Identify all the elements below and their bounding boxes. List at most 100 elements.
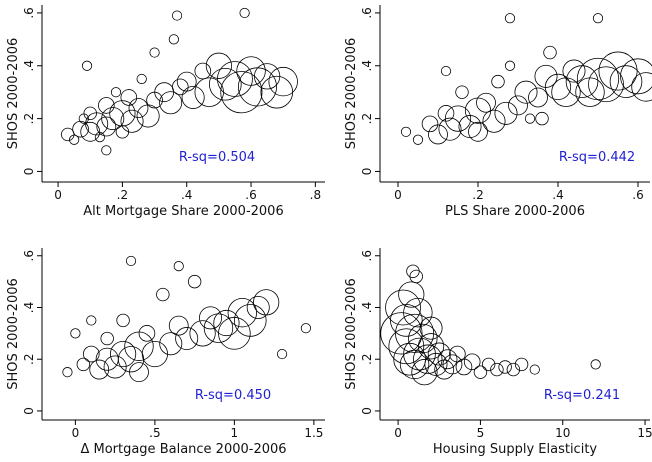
y-axis-label: SHOS 2000-2006 [344, 278, 359, 390]
data-point [168, 34, 179, 45]
x-axis-label: Housing Supply Elasticity [433, 442, 598, 457]
x-tick-label: 10 [555, 426, 570, 440]
x-tick-label: .6 [632, 188, 643, 202]
y-tick-label: 0 [360, 168, 374, 176]
data-point [80, 121, 101, 142]
data-point [592, 13, 604, 24]
data-point [100, 331, 114, 346]
data-point [81, 60, 93, 71]
data-point [199, 306, 223, 330]
data-point [393, 342, 426, 376]
data-point [82, 345, 100, 363]
y-tick-label: .2 [360, 113, 374, 124]
data-point [395, 313, 435, 353]
data-point [141, 340, 168, 368]
data-point [528, 87, 548, 108]
data-point [237, 67, 277, 107]
x-axis-label: Alt Mortgage Share 2000-2006 [83, 204, 283, 219]
x-tick-label: .8 [310, 188, 321, 202]
x-axis-label: Δ Mortgage Balance 2000-2006 [80, 442, 286, 457]
data-point [209, 67, 242, 101]
data-point [590, 359, 601, 370]
data-point [189, 320, 216, 347]
data-point [437, 349, 458, 370]
data-point [194, 62, 212, 80]
data-point [101, 145, 112, 156]
data-point [171, 10, 183, 21]
data-point [504, 60, 516, 71]
data-point [464, 97, 492, 124]
data-point [159, 91, 183, 115]
x-tick-label: .2 [117, 188, 128, 202]
data-point [442, 354, 463, 375]
data-point [173, 261, 184, 272]
data-point [116, 313, 130, 328]
data-point [514, 357, 529, 372]
data-point [444, 105, 472, 132]
data-point [203, 313, 234, 343]
x-tick-label: .4 [181, 188, 192, 202]
data-point [398, 281, 425, 308]
annotation: R-sq=0.450 [195, 388, 271, 403]
data-point [412, 134, 424, 145]
data-point [631, 72, 652, 102]
data-point [380, 312, 423, 355]
data-point [85, 112, 109, 136]
data-point [109, 340, 137, 368]
x-tick-label: .4 [552, 188, 563, 202]
data-point [529, 364, 540, 375]
data-point [388, 328, 425, 365]
data-point [213, 309, 240, 337]
data-point [543, 45, 557, 60]
data-point [136, 73, 147, 85]
data-point [424, 352, 448, 376]
x-tick-label: .2 [472, 188, 483, 202]
x-axis-label: PLS Share 2000-2006 [445, 204, 585, 219]
y-tick-label: .4 [22, 302, 36, 313]
data-point [175, 327, 199, 351]
data-point [408, 323, 438, 354]
annotation: R-sq=0.504 [179, 150, 255, 165]
data-point [588, 66, 624, 103]
data-point [128, 98, 149, 118]
data-point [419, 316, 443, 340]
data-point [120, 109, 144, 133]
data-point [300, 323, 312, 334]
data-point [276, 348, 288, 360]
data-point [96, 116, 117, 137]
data-point [468, 121, 488, 142]
data-point [69, 134, 80, 145]
data-point [506, 362, 521, 377]
data-point [117, 346, 145, 373]
data-point [61, 127, 75, 142]
data-point [101, 107, 125, 131]
data-point [498, 360, 512, 374]
data-point [176, 71, 197, 92]
data-point [156, 287, 170, 302]
data-point [620, 58, 652, 95]
data-point [609, 65, 643, 98]
data-point [421, 115, 439, 133]
y-tick-label: 0 [22, 407, 36, 415]
y-tick-label: .4 [22, 60, 36, 71]
data-point [253, 289, 280, 316]
data-point [508, 95, 528, 116]
data-point [473, 365, 488, 379]
data-point [455, 85, 469, 99]
data-point [504, 13, 516, 24]
data-point [62, 367, 73, 378]
y-tick-label: .6 [22, 250, 36, 261]
data-point [463, 353, 481, 371]
data-point [535, 111, 549, 126]
data-point [125, 255, 137, 267]
data-point [72, 120, 89, 138]
data-point [482, 109, 506, 133]
data-point [98, 97, 115, 114]
data-point [403, 337, 436, 371]
x-tick-label: 5 [477, 426, 485, 440]
data-point [236, 56, 266, 86]
data-point [268, 66, 298, 97]
data-point [89, 359, 110, 380]
data-point [187, 274, 202, 289]
